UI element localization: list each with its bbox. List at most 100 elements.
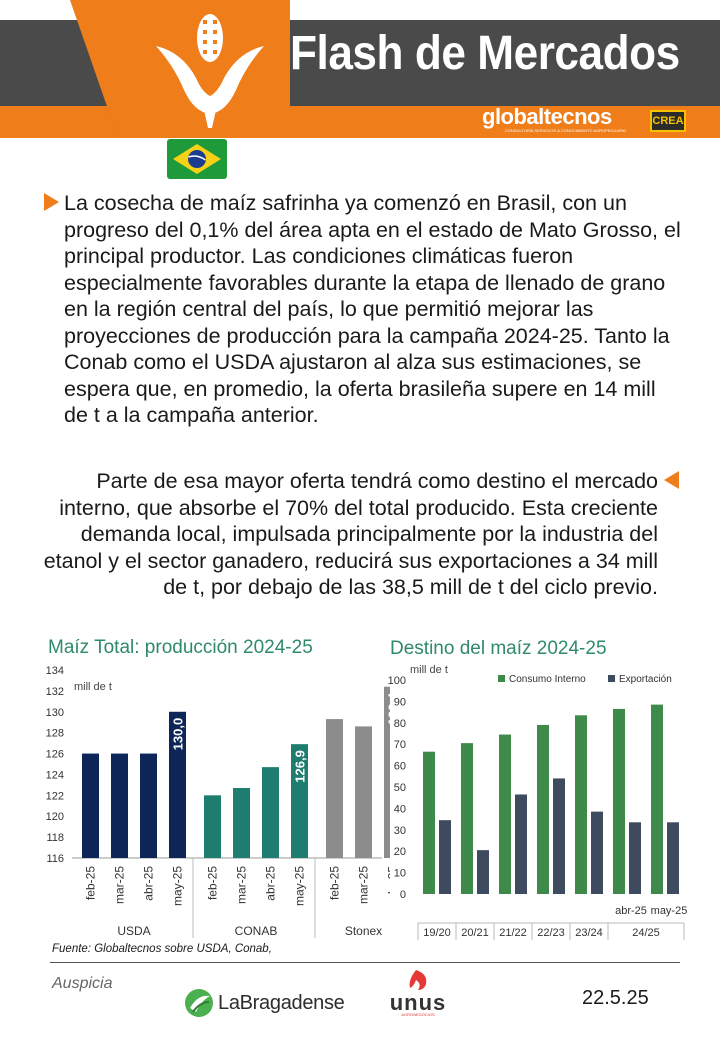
bar (613, 708, 625, 894)
group-label: 23/24 (575, 927, 603, 939)
unit-label: mill de t (410, 664, 448, 676)
y-tick-label: 40 (394, 803, 406, 815)
destination-chart: 0 10 20 30 40 50 60 70 80 90 100 mill de t Consumo I… (388, 664, 688, 940)
production-chart: 116 118 120 122 124 126 128 130 132 134 mill de t f… (46, 665, 391, 938)
page-title: Flash de Mercados (290, 27, 680, 80)
unit-label: mill de t (74, 681, 112, 693)
bar (629, 822, 641, 894)
bar (82, 753, 99, 858)
y-tick-label: 134 (46, 665, 64, 677)
bar (233, 788, 250, 858)
y-tick-label: 132 (46, 686, 64, 698)
x-tick-label: mar-25 (113, 866, 127, 904)
labragadense-name: LaBragadense (218, 991, 345, 1014)
y-tick-label: 80 (394, 718, 406, 730)
group-label: Stonex (345, 924, 382, 938)
group-label: 21/22 (499, 927, 527, 939)
group-label: CONAB (235, 924, 278, 938)
bar-value-label: 132,4 (386, 692, 391, 725)
bar (169, 711, 186, 858)
article-paragraph-1: La cosecha de maíz safrinha ya comenzó e… (64, 191, 681, 427)
y-tick-label: 118 (46, 832, 64, 844)
x-tick-label: abr-25 (142, 866, 156, 901)
y-tick-label: 0 (400, 889, 406, 901)
x-tick-label: abr-25 (264, 866, 278, 901)
bar (515, 794, 527, 894)
y-tick-label: 10 (394, 868, 406, 880)
y-tick-label: 124 (46, 769, 64, 781)
bar (499, 734, 511, 894)
bar (575, 715, 587, 894)
bar (553, 778, 565, 894)
unus-tagline: AGRONEGOCIOS (401, 1012, 435, 1017)
y-tick-label: 122 (46, 790, 64, 802)
corn-logo-badge (70, 0, 290, 138)
x-tick-label: may-25 (293, 866, 307, 906)
legend-label: Exportación (619, 674, 672, 685)
x-sub-label: may-25 (651, 905, 688, 917)
bar (423, 751, 435, 894)
y-tick-label: 90 (394, 696, 406, 708)
bar (262, 767, 279, 858)
bar (439, 820, 451, 894)
globaltecnos-logo: globaltecnos (482, 104, 612, 129)
bar (204, 795, 221, 858)
sponsor-labragadense: LaBragadense (184, 988, 345, 1018)
legend-swatch (498, 675, 505, 682)
legend-label: Consumo Interno (509, 674, 586, 685)
auspicia-label: Auspicia (52, 975, 113, 992)
group-label: 20/21 (461, 927, 489, 939)
bar (140, 753, 157, 858)
y-tick-label: 128 (46, 728, 64, 740)
bar (291, 744, 308, 858)
x-tick-label: abr-25 (386, 866, 391, 901)
bullet-arrow-left-icon (664, 471, 679, 489)
group-label: 19/20 (423, 927, 451, 939)
unus-name: unus (389, 990, 447, 1015)
globaltecnos-tagline: CONSULTORÍA SERVICIOS & CONOCIMIENTO AGR… (505, 128, 627, 133)
y-tick-label: 100 (388, 675, 406, 687)
legend-swatch (608, 675, 615, 682)
y-tick-label: 70 (394, 739, 406, 751)
y-tick-label: 126 (46, 749, 64, 761)
x-tick-label: mar-25 (235, 866, 249, 904)
x-tick-label: feb-25 (328, 866, 342, 900)
unus-flame-icon (409, 970, 427, 990)
y-tick-label: 120 (46, 811, 64, 823)
labragadense-leaf-icon (185, 989, 213, 1017)
chart-1-title: Maíz Total: producción 2024-25 (48, 637, 313, 658)
y-tick-label: 60 (394, 761, 406, 773)
bar (651, 704, 663, 894)
y-tick-label: 130 (46, 707, 64, 719)
sponsor-unus: unus AGRONEGOCIOS (376, 968, 460, 1018)
footer-divider (50, 962, 680, 963)
x-tick-label: mar-25 (357, 866, 371, 904)
bar (461, 743, 473, 894)
group-label: USDA (117, 924, 150, 938)
x-sub-label: abr-25 (615, 905, 647, 917)
publication-date: 22.5.25 (582, 987, 649, 1009)
bar (591, 811, 603, 894)
bar-value-label: 126,9 (293, 750, 308, 783)
bullet-arrow-right-icon (44, 193, 59, 211)
article-paragraph-2: Parte de esa mayor oferta tendrá como de… (43, 469, 658, 599)
y-tick-label: 20 (394, 846, 406, 858)
x-tick-label: feb-25 (84, 866, 98, 900)
source-note: Fuente: Globaltecnos sobre USDA, Conab, (52, 943, 272, 955)
crea-logo: CREA (650, 110, 686, 132)
y-tick-label: 116 (46, 853, 64, 865)
y-tick-label: 50 (394, 782, 406, 794)
brazil-flag-icon (167, 139, 227, 179)
y-tick-label: 30 (394, 825, 406, 837)
bar (384, 686, 390, 858)
bar (667, 822, 679, 894)
chart-2-title: Destino del maíz 2024-25 (390, 638, 607, 659)
bar (477, 850, 489, 894)
bar (326, 719, 343, 858)
bar (111, 753, 128, 858)
bar (355, 726, 372, 858)
x-tick-label: may-25 (171, 866, 185, 906)
group-label: 24/25 (632, 927, 660, 939)
x-tick-label: feb-25 (206, 866, 220, 900)
bar (537, 724, 549, 894)
